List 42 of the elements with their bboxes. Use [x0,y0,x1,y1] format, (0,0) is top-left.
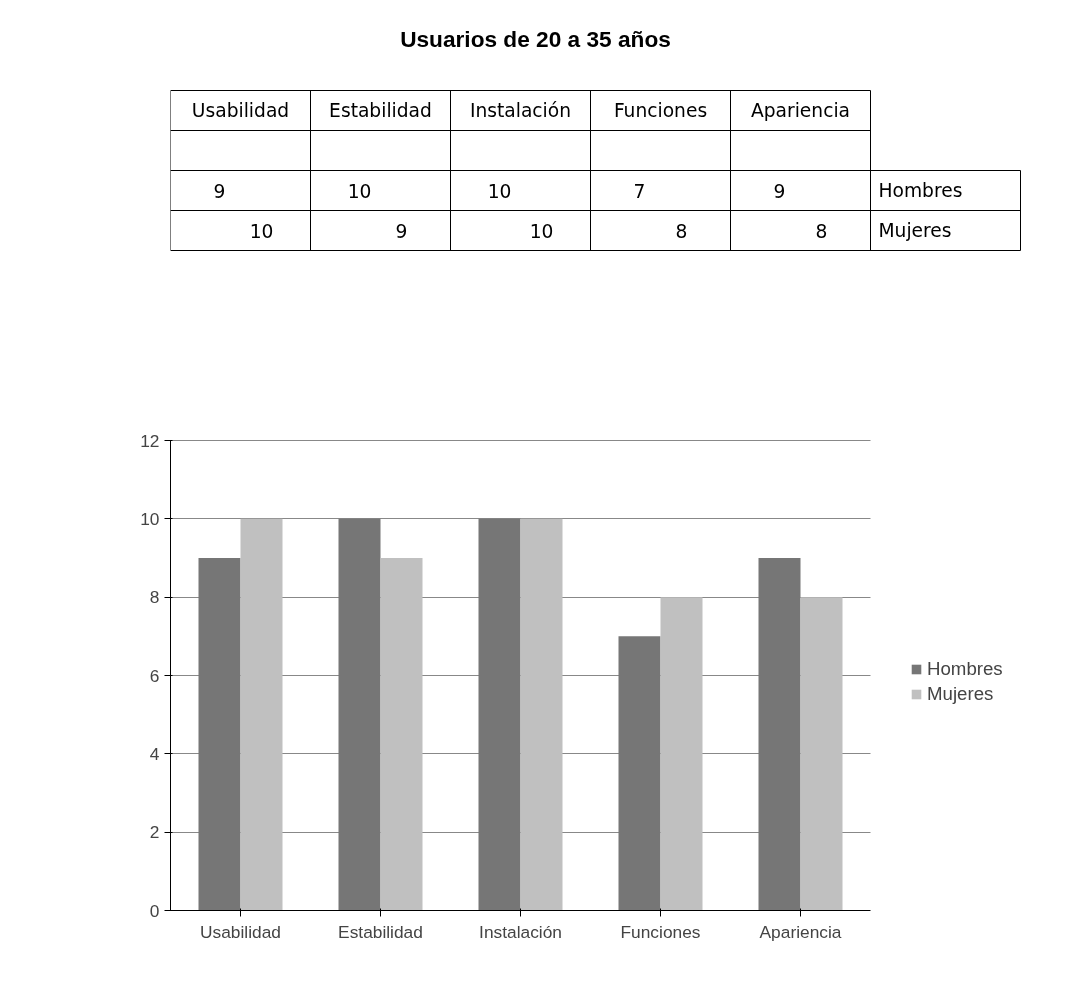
x-tick-label: Instalación [479,921,562,942]
bar [198,558,241,911]
legend-label: Mujeres [927,683,994,705]
y-tick-label: 4 [149,743,160,764]
data-label: 10 [347,180,372,202]
y-tick-label: 0 [149,900,160,921]
bar [520,518,563,911]
category-label: Instalación [469,100,572,121]
bar [800,597,843,911]
x-tick-label: Estabilidad [338,921,423,942]
bar [478,518,521,911]
category-label: Apariencia [750,100,851,121]
y-tick-label: 10 [140,508,160,529]
data-label: 7 [633,180,646,202]
x-tick-label: Apariencia [759,921,842,942]
y-tick-label: 2 [149,822,160,843]
data-label: 9 [213,180,226,202]
y-tick-label: 12 [140,430,160,451]
bar [618,636,661,911]
data-label: 10 [529,220,554,242]
category-label: Usabilidad [191,100,290,121]
category-label: Funciones [613,100,708,121]
data-label: 10 [249,220,274,242]
data-label: 9 [395,220,408,242]
data-label: 9 [773,180,786,202]
y-tick-label: 6 [149,665,160,686]
legend-label: Hombres [927,658,1003,680]
bar [380,558,423,911]
chart-title: Usuarios de 20 a 35 años [400,25,671,52]
text: Hombres [878,180,963,201]
data-label: 8 [815,220,828,242]
bar [240,518,283,911]
y-tick-label: 8 [149,587,160,608]
category-label: Estabilidad [329,100,432,121]
bar [338,518,381,911]
x-tick-label: Usabilidad [200,921,281,942]
x-tick-label: Funciones [620,921,701,942]
data-label: 8 [675,220,688,242]
data-label: 10 [487,180,512,202]
bar [758,558,801,911]
text: Mujeres [878,220,952,241]
bar [660,597,703,911]
